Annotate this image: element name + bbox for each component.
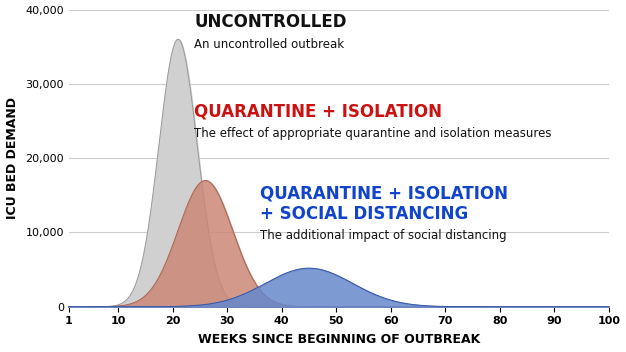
Text: QUARANTINE + ISOLATION
+ SOCIAL DISTANCING: QUARANTINE + ISOLATION + SOCIAL DISTANCI… (260, 184, 508, 223)
Text: An uncontrolled outbreak: An uncontrolled outbreak (195, 38, 344, 51)
Text: The effect of appropriate quarantine and isolation measures: The effect of appropriate quarantine and… (195, 127, 552, 140)
Text: The additional impact of social distancing: The additional impact of social distanci… (260, 229, 506, 242)
Text: UNCONTROLLED: UNCONTROLLED (195, 13, 347, 31)
Y-axis label: ICU BED DEMAND: ICU BED DEMAND (6, 97, 19, 219)
Text: QUARANTINE + ISOLATION: QUARANTINE + ISOLATION (195, 102, 443, 120)
X-axis label: WEEKS SINCE BEGINNING OF OUTBREAK: WEEKS SINCE BEGINNING OF OUTBREAK (198, 333, 480, 346)
